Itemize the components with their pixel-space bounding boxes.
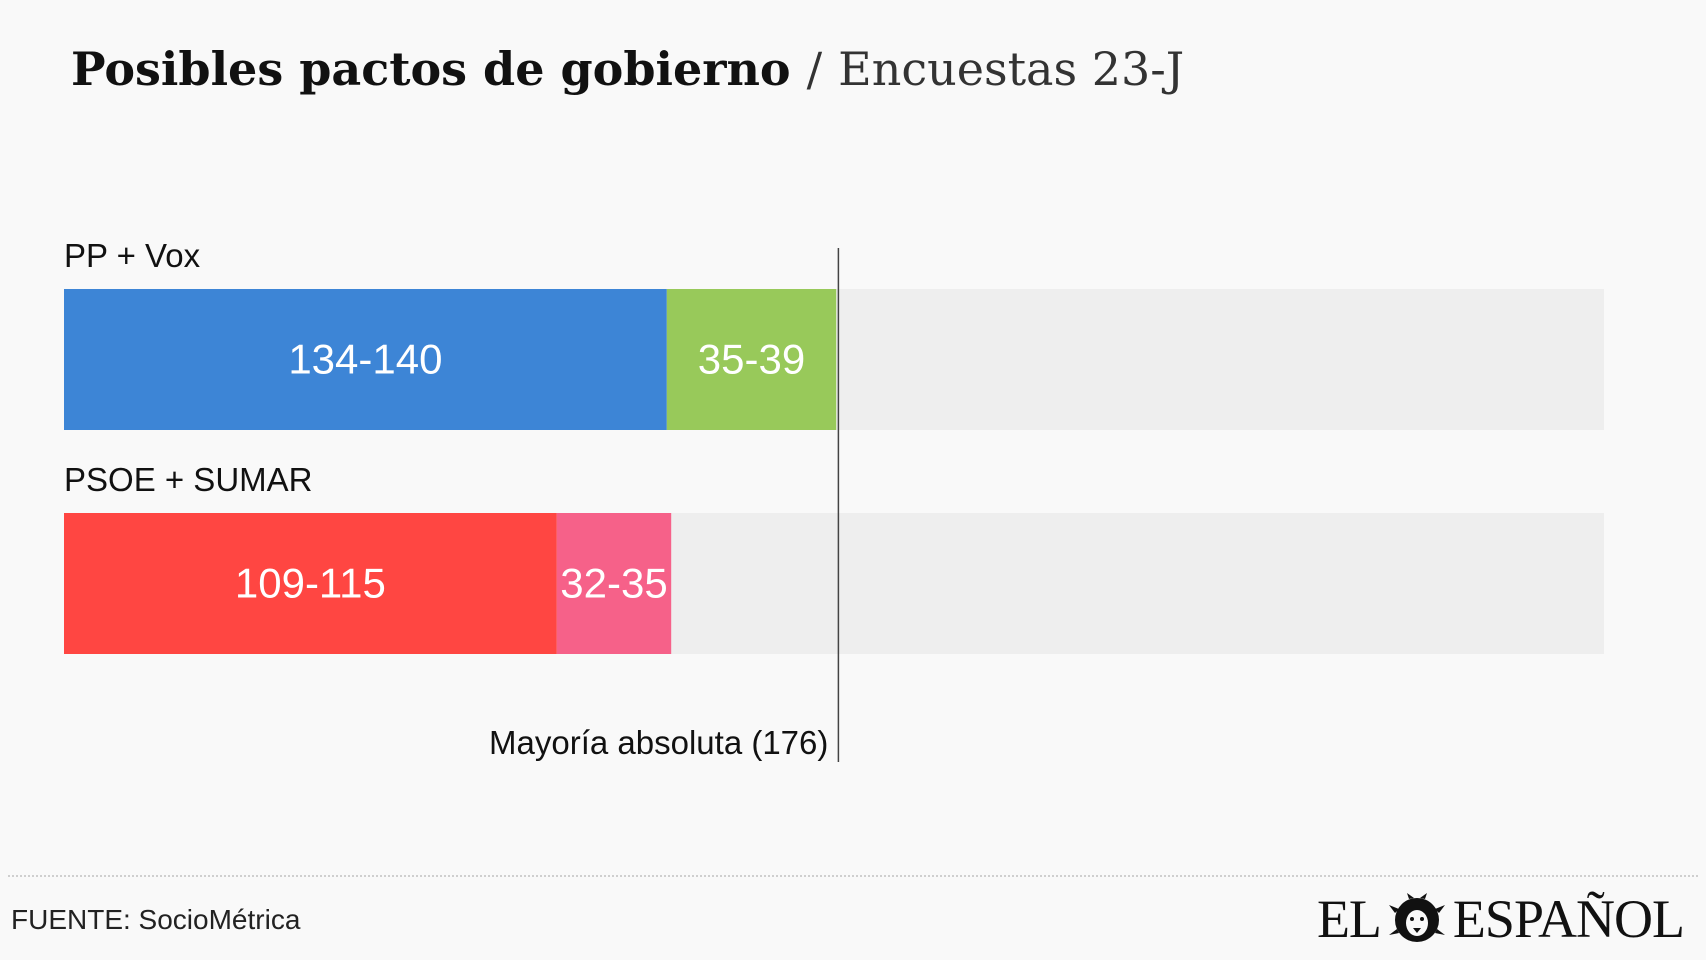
data-label: 134-140 (288, 336, 442, 383)
footer-divider (8, 875, 1698, 877)
bar-segment (64, 289, 667, 430)
title-separator: / (806, 42, 823, 96)
brand-logo[interactable]: EL ESPAÑOL (1316, 888, 1685, 950)
lion-icon (1387, 893, 1447, 945)
bar-segment (64, 513, 557, 654)
data-label: 32-35 (560, 560, 667, 607)
chart-title: Posibles pactos de gobierno / Encuestas … (71, 42, 1184, 96)
bar-chart: PP + Vox 134-140 35-39 PSOE + SUMAR 109-115 3… (64, 237, 1604, 762)
logo-text-espanol: ESPAÑOL (1452, 889, 1685, 949)
majority-label: Mayoría absoluta (176) (489, 724, 828, 761)
data-label: 109-115 (235, 560, 386, 607)
data-label: 35-39 (698, 336, 805, 383)
logo-text-el: EL (1316, 889, 1382, 949)
category-label: PP + Vox (64, 237, 201, 274)
source-note: FUENTE: SocioMétrica (11, 904, 301, 935)
category-label: PSOE + SUMAR (64, 461, 312, 498)
bar-segment (556, 513, 672, 654)
title-main: Posibles pactos de gobierno (71, 42, 791, 96)
title-subtitle: Encuestas 23-J (838, 42, 1185, 96)
bar-segment (666, 289, 837, 430)
